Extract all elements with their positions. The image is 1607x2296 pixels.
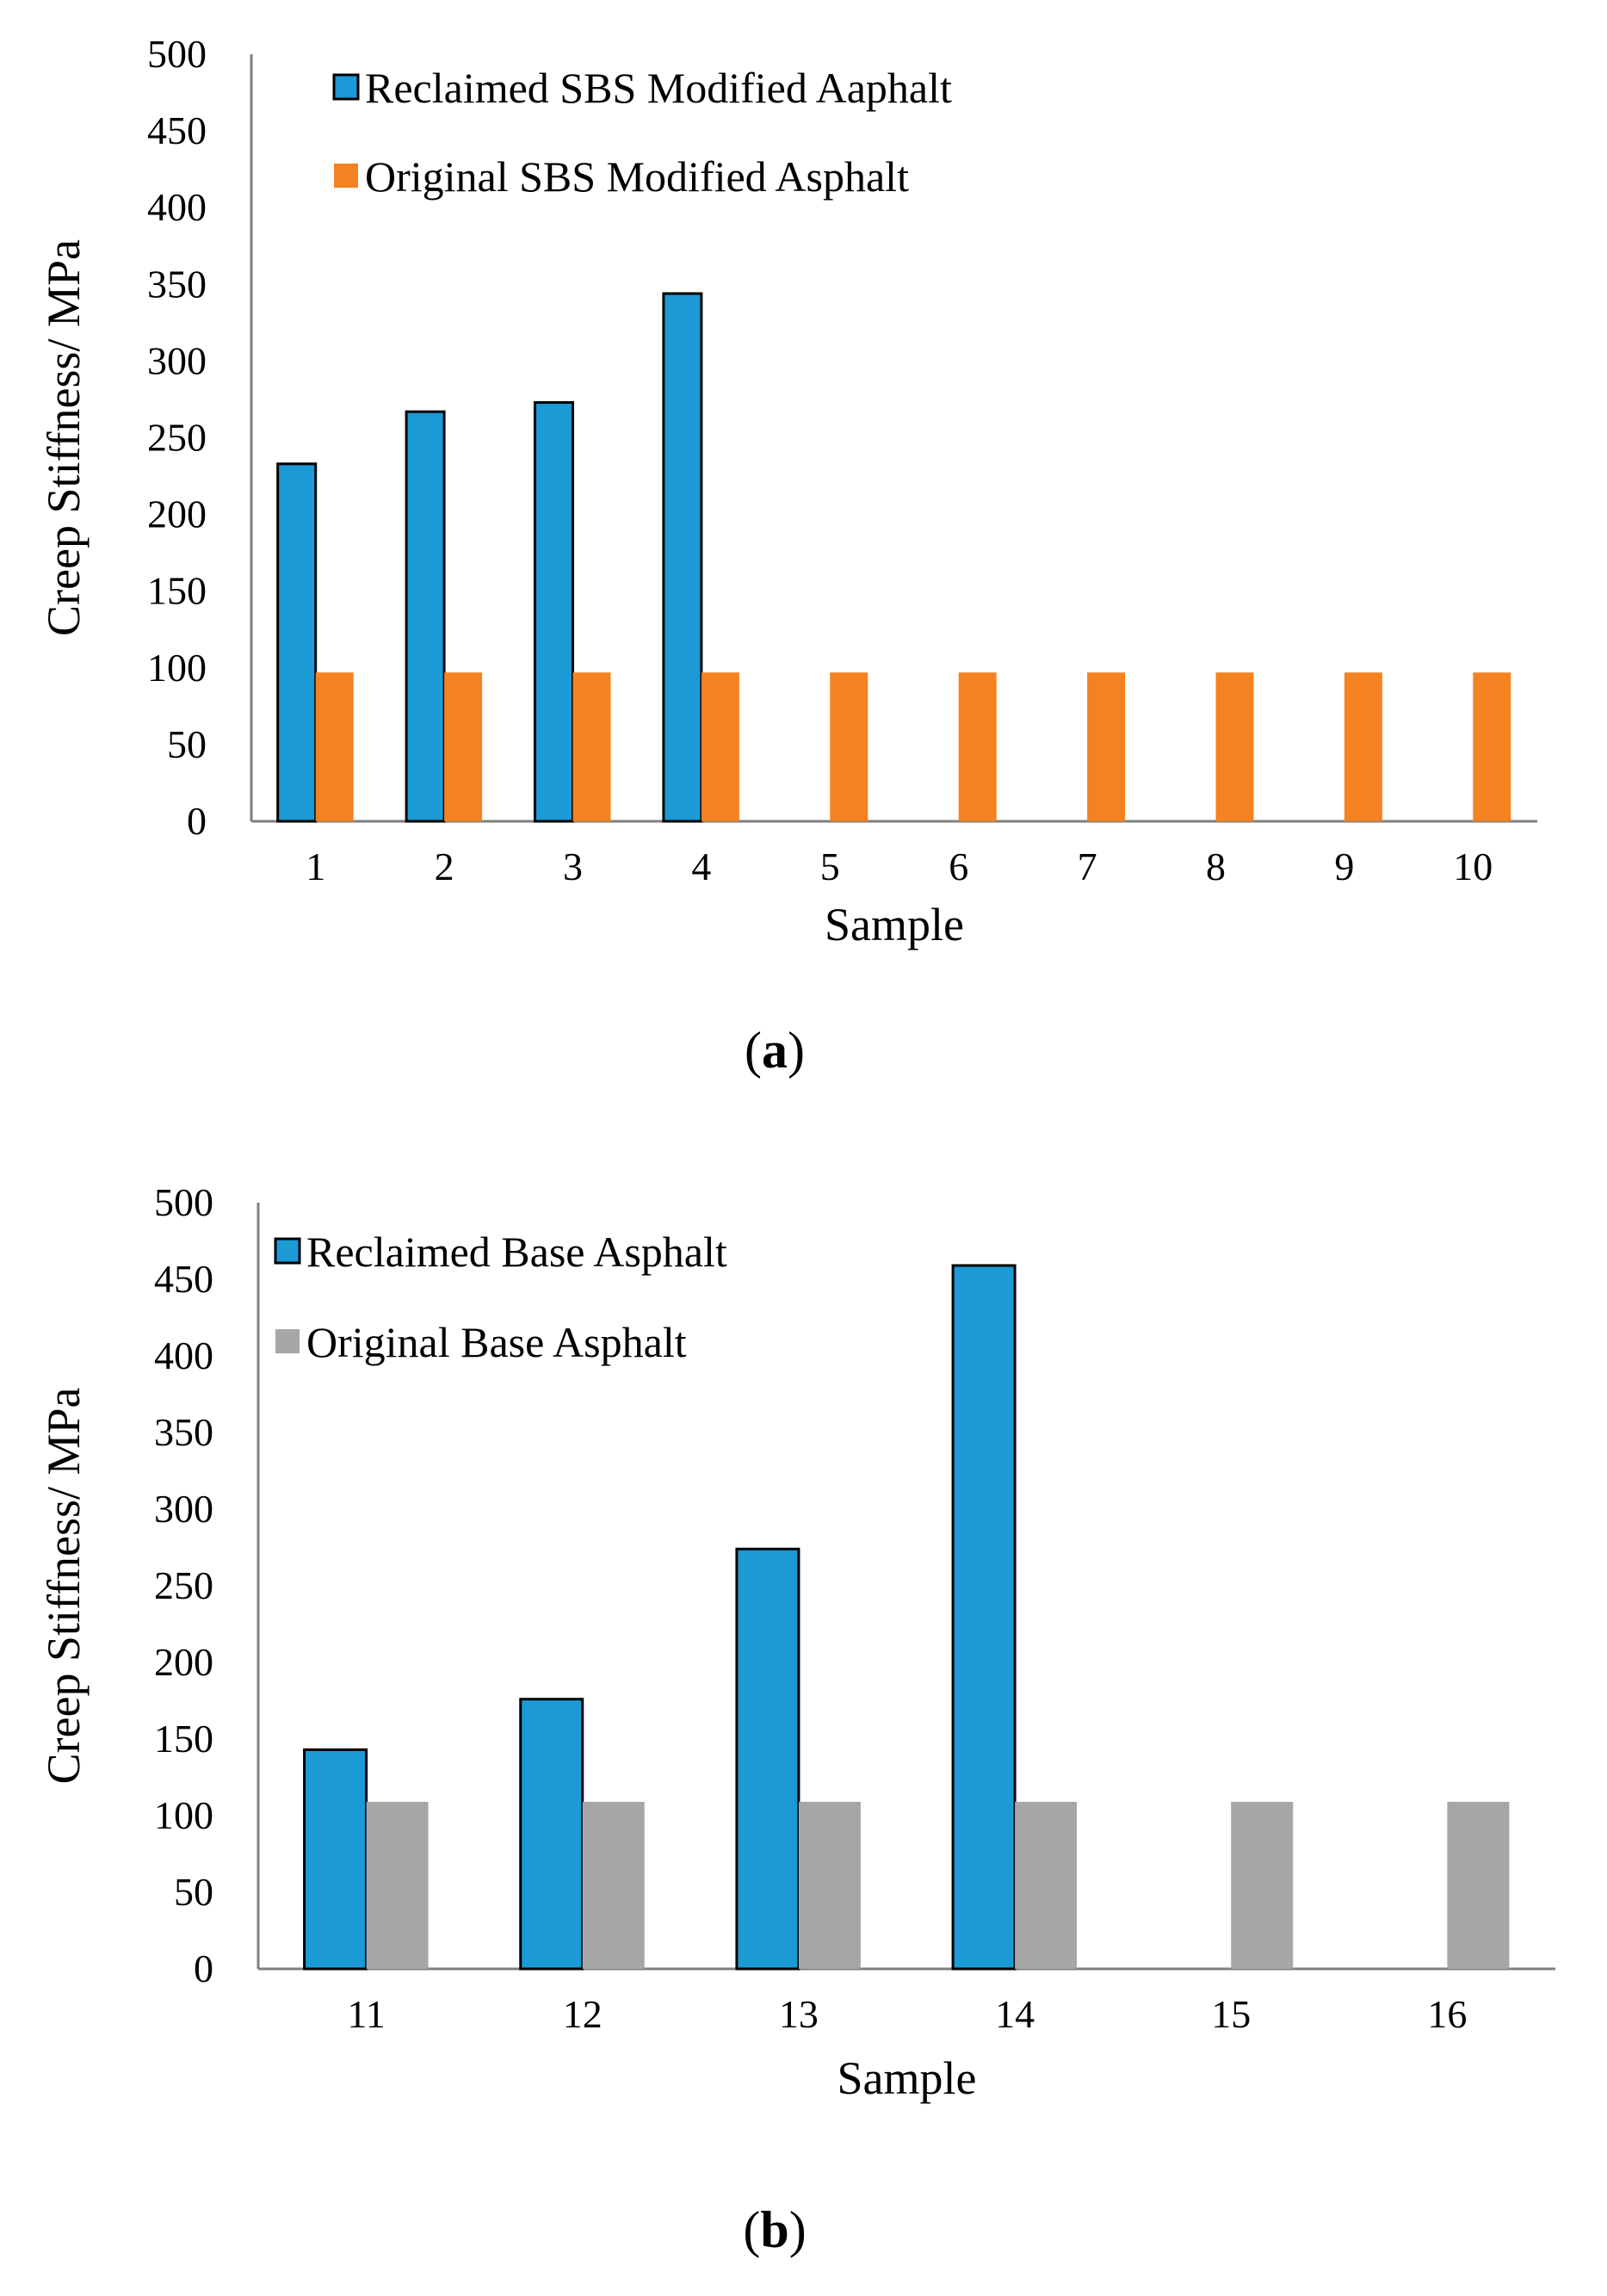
y-tick-label: 200: [154, 1640, 213, 1684]
bar-original-10: [1473, 672, 1511, 821]
bar-reclaimed-12: [519, 1698, 584, 1971]
bar-original-12: [582, 1801, 645, 1969]
y-tick-label: 300: [154, 1487, 213, 1531]
y-tick-label: 0: [194, 1946, 213, 1990]
x-tick-label: 7: [1078, 845, 1097, 888]
bar-original-5: [830, 672, 868, 821]
panel-label: (b): [743, 2201, 806, 2258]
legend-swatch: [274, 1237, 301, 1265]
legend-label: Original SBS Modified Asphalt: [365, 152, 909, 201]
panel-label-letter: a: [762, 1022, 788, 1079]
bar-reclaimed-13: [735, 1547, 800, 1971]
y-tick-label: 400: [147, 185, 207, 229]
x-tick-label: 1: [306, 845, 325, 888]
bar-reclaimed-3: [534, 401, 574, 823]
y-axis-title: Creep Stiffness/ MPa: [38, 1387, 90, 1784]
bar-original-15: [1231, 1801, 1294, 1969]
y-tick-label: 250: [147, 416, 207, 460]
bar-reclaimed-4: [662, 292, 703, 823]
y-tick-label: 150: [154, 1717, 213, 1761]
x-tick-label: 16: [1427, 1992, 1467, 2036]
bar-original-11: [366, 1801, 429, 1969]
bar-reclaimed-11: [303, 1748, 368, 1971]
x-tick-label: 12: [563, 1992, 603, 2036]
chart-panel-a: 0 50 100 150 200 250 300 350 400 450 500 1 2 3 4 5 6 7 8 9 1…: [38, 32, 1537, 1079]
x-tick-label: 11: [347, 1992, 385, 2036]
legend-swatch: [275, 1329, 300, 1353]
x-tick-label: 5: [820, 845, 840, 888]
bar-original-8: [1215, 672, 1254, 821]
y-tick-label: 300: [147, 338, 207, 382]
x-tick-label: 2: [435, 845, 454, 888]
y-tick-label: 450: [154, 1257, 213, 1301]
y-tick-label: 500: [154, 1180, 213, 1224]
x-tick-label: 10: [1453, 845, 1493, 888]
chart-panel-b: 0 50 100 150 200 250 300 350 400 450 500 11 12 13 14 15…: [38, 1180, 1555, 2258]
panel-label-letter: b: [760, 2201, 788, 2258]
bar-original-9: [1344, 672, 1382, 821]
bar-original-3: [572, 672, 611, 821]
x-tick-label: 4: [691, 845, 711, 888]
y-tick-label: 500: [147, 32, 207, 76]
panel-label: (a): [745, 1022, 805, 1079]
legend-swatch: [334, 164, 358, 188]
y-tick-label: 50: [174, 1870, 213, 1914]
legend-label: Reclaimed Base Asphalt: [306, 1228, 727, 1276]
bar-original-13: [798, 1801, 861, 1969]
y-tick-label: 0: [187, 799, 207, 843]
bar-reclaimed-1: [276, 462, 318, 823]
x-tick-label: 15: [1211, 1992, 1251, 2036]
y-tick-label: 250: [154, 1563, 213, 1607]
legend-swatch: [332, 73, 360, 101]
x-tick-label: 3: [563, 845, 583, 888]
y-axis-title: Creep Stiffness/ MPa: [38, 239, 90, 636]
bar-original-1: [315, 672, 354, 821]
x-axis-title: Sample: [837, 2052, 977, 2104]
bar-original-4: [701, 672, 739, 821]
bar-original-2: [444, 672, 483, 821]
y-tick-label: 100: [147, 646, 207, 690]
bar-original-7: [1087, 672, 1126, 821]
y-tick-label: 100: [154, 1793, 213, 1837]
x-tick-label: 13: [779, 1992, 819, 2036]
bar-original-16: [1447, 1801, 1510, 1969]
y-tick-label: 150: [147, 569, 207, 613]
bar-original-14: [1015, 1801, 1078, 1969]
bar-reclaimed-2: [405, 410, 446, 823]
y-tick-label: 350: [154, 1410, 213, 1454]
x-axis-title: Sample: [825, 899, 964, 950]
y-tick-label: 200: [147, 492, 207, 536]
y-tick-label: 50: [167, 722, 207, 766]
y-tick-label: 400: [154, 1334, 213, 1377]
x-tick-label: 8: [1206, 845, 1226, 888]
bar-original-6: [958, 672, 997, 821]
x-tick-label: 6: [949, 845, 968, 888]
y-tick-label: 350: [147, 262, 207, 306]
bar-reclaimed-14: [951, 1264, 1017, 1971]
x-tick-label: 9: [1334, 845, 1354, 888]
legend-label: Original Base Asphalt: [306, 1318, 687, 1366]
y-tick-label: 450: [147, 108, 207, 152]
x-tick-label: 14: [995, 1992, 1035, 2036]
legend-label: Reclaimed SBS Modified Aaphalt: [365, 64, 952, 112]
